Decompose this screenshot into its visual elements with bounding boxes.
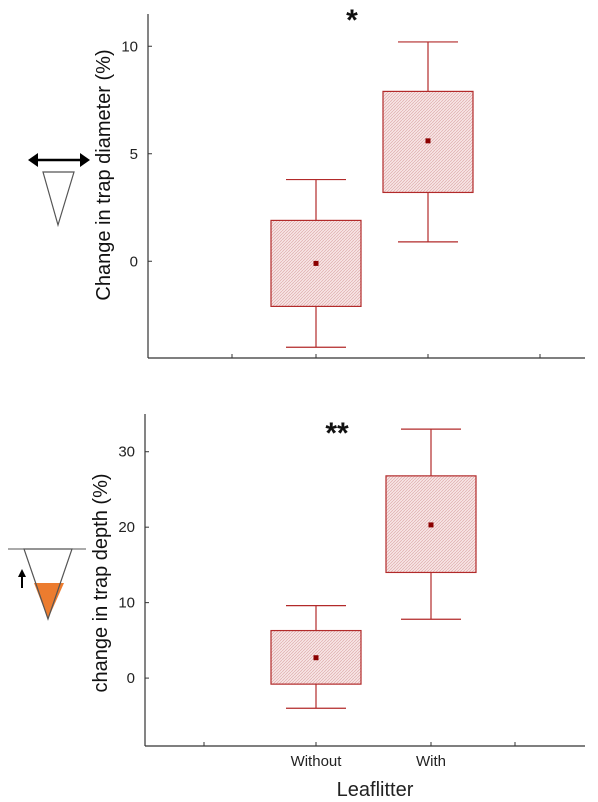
mean-marker [313,260,319,266]
y-tick-label: 10 [121,38,138,55]
panel-depth: 0 10 20 30 Without With change in trap depth… [8,414,585,801]
significance-marker-diameter: * [346,4,358,37]
depth-icon [8,548,86,621]
y-tick-label: 10 [118,595,135,612]
y-tick-label: 0 [130,253,138,270]
y-axis-diameter: 0 5 10 [121,14,152,358]
x-axis-diameter [148,354,585,359]
mean-marker [425,138,431,144]
box-with [382,41,474,243]
y-axis-title-depth: change in trap depth (%) [90,473,112,692]
box-without [270,605,362,709]
mean-marker [313,655,319,661]
mean-marker [428,522,434,528]
panel-diameter: 0 5 10 Change in trap diameter (%) * [28,4,585,359]
box-with [385,428,477,620]
y-tick-label: 0 [127,670,135,687]
y-tick-label: 30 [118,444,135,461]
boxes-diameter [270,41,474,348]
box-without [270,178,362,348]
boxes-depth [270,428,477,709]
significance-marker-depth: ** [325,417,349,450]
y-tick-label: 5 [130,146,138,163]
x-category-label: With [416,753,446,770]
x-axis-title-depth: Leaflitter [337,779,414,801]
y-axis-depth: 0 10 20 30 [118,414,149,746]
diameter-icon [28,153,90,228]
y-axis-title-diameter: Change in trap diameter (%) [93,49,115,300]
y-tick-label: 20 [118,519,135,536]
x-axis-depth: Without With [145,742,585,770]
x-category-label: Without [291,753,343,770]
